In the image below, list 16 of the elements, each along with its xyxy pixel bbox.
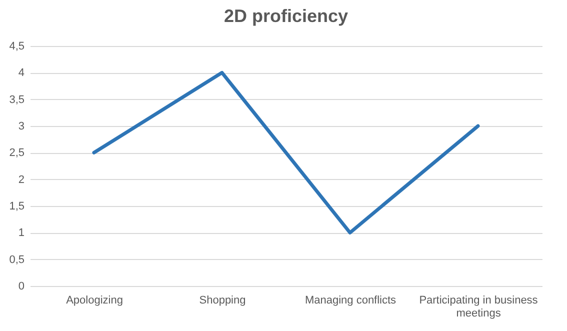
- y-tick-label: 3: [18, 120, 24, 132]
- y-tick-label: 2,5: [9, 147, 24, 160]
- y-tick-label: 1,5: [9, 200, 24, 212]
- y-tick-label: 4: [18, 67, 24, 80]
- line-series: [92, 70, 480, 234]
- y-tick-label: 3,5: [9, 94, 24, 106]
- x-tick-label: Shopping: [199, 294, 246, 306]
- y-tick-label: 1: [18, 227, 24, 240]
- x-tick-label: Apologizing: [66, 294, 123, 306]
- chart-title: 2D proficiency: [224, 6, 348, 26]
- x-tick-label: Participating in business meetings: [419, 294, 538, 320]
- y-tick-label: 0: [18, 280, 24, 292]
- y-tick-label: 0,5: [9, 254, 24, 266]
- y-tick-label: 2: [18, 174, 24, 186]
- x-tick-label: Managing conflicts: [304, 294, 397, 306]
- y-tick-label: 4,5: [9, 40, 24, 52]
